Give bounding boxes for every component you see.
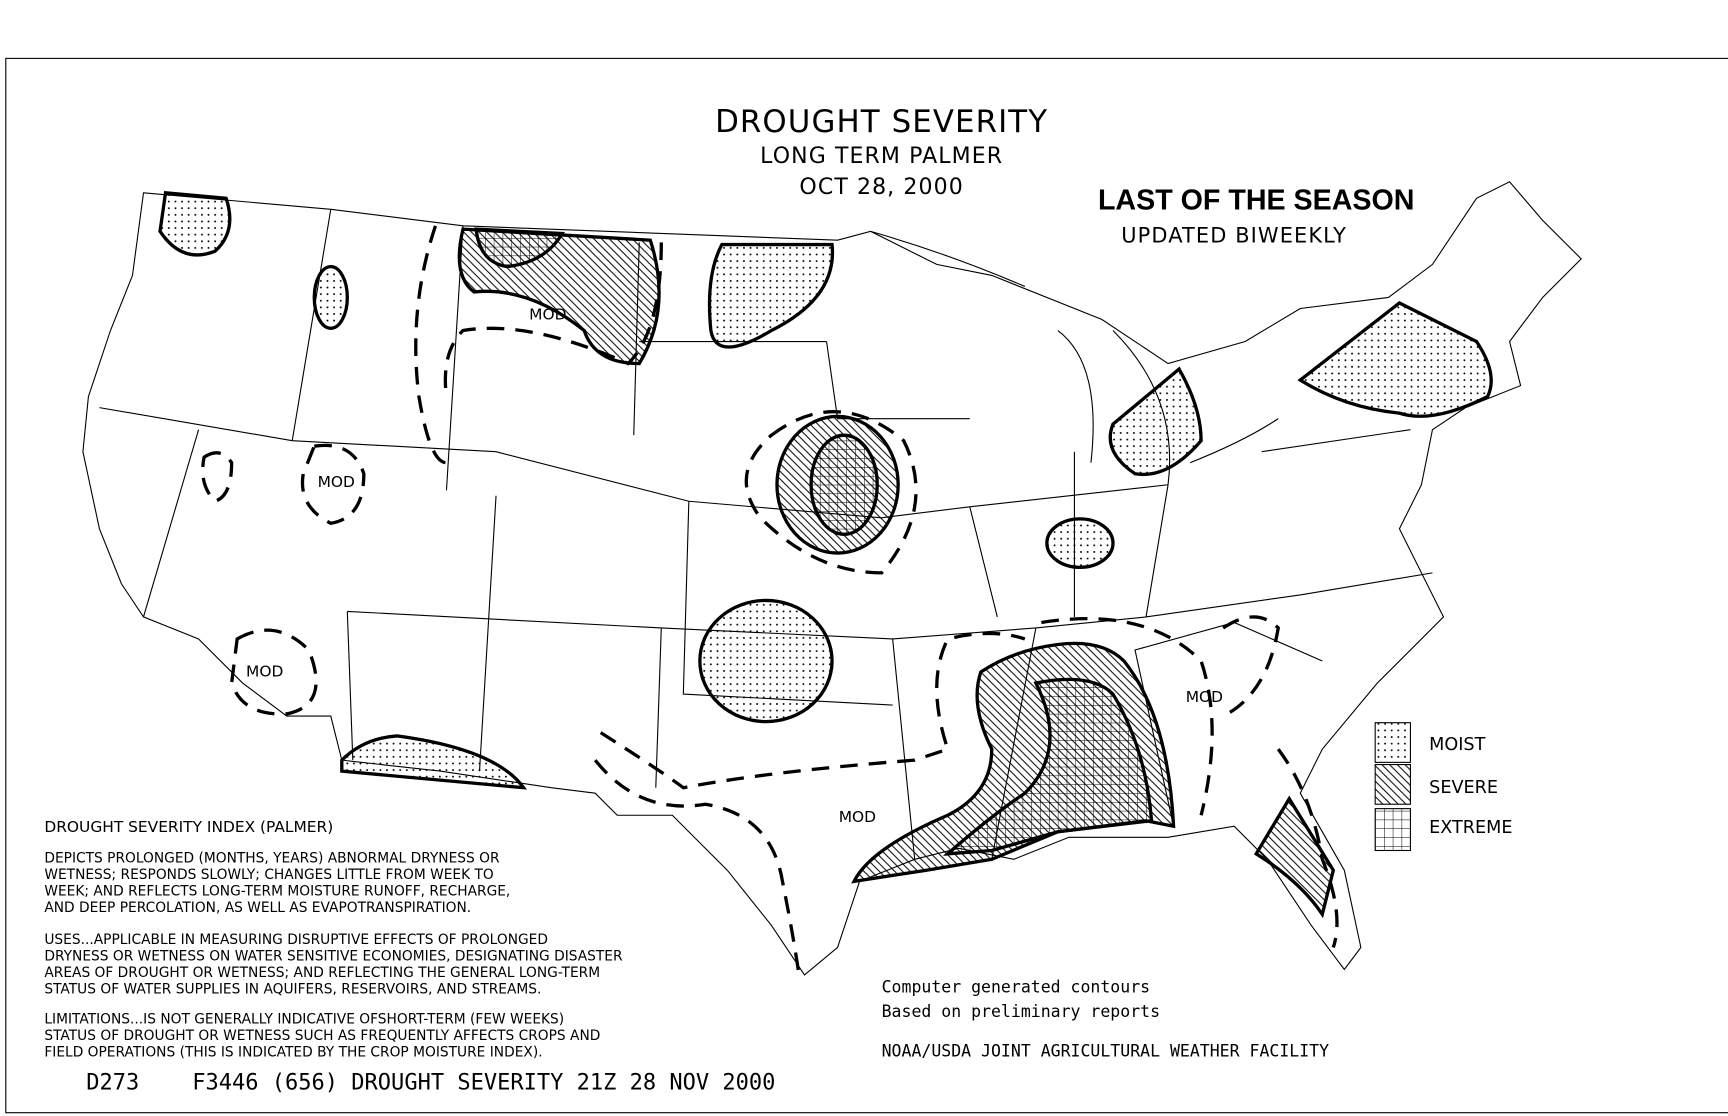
drought-zone <box>340 734 528 790</box>
note-line: AREAS OF DROUGHT OR WETNESS; AND REFLECT… <box>44 965 600 981</box>
legend-label: SEVERE <box>1429 778 1498 798</box>
us-outline <box>82 181 1582 976</box>
mod-contour <box>229 628 318 716</box>
mod-contour <box>593 631 1026 976</box>
note-line: FIELD OPERATIONS (THIS IS INDICATED BY T… <box>44 1045 542 1061</box>
note-line: LIMITATIONS...IS NOT GENERALLY INDICATIV… <box>44 1011 564 1027</box>
banner-subline: UPDATED BIWEEKLY <box>1121 223 1347 247</box>
notes-heading: DROUGHT SEVERITY INDEX (PALMER) <box>44 818 333 836</box>
drought-zone <box>707 242 835 349</box>
moderate-contours <box>201 225 1339 976</box>
legend-swatch <box>1374 764 1411 805</box>
drought-zones <box>158 191 1493 919</box>
map-line <box>82 181 1582 976</box>
mod-contour <box>414 225 663 465</box>
region-label: MOD <box>529 305 566 323</box>
footer: D273 F3446 (656) DROUGHT SEVERITY 21Z 28… <box>86 1071 775 1096</box>
legend-swatch <box>1374 722 1411 763</box>
drought-zone <box>1108 366 1203 477</box>
notes: DROUGHT SEVERITY INDEX (PALMER) DEPICTS … <box>44 818 623 1061</box>
drought-zone <box>809 433 879 536</box>
note-line: WETNESS; RESPONDS SLOWLY; CHANGES LITTLE… <box>44 867 494 883</box>
note-line: USES...APPLICABLE IN MEASURING DISRUPTIV… <box>44 932 548 948</box>
title-line: OCT 28, 2000 <box>799 175 963 200</box>
region-label: MOD <box>246 662 283 680</box>
note-line: STATUS OF WATER SUPPLIES IN AQUIFERS, RE… <box>44 982 541 998</box>
drought-zone <box>942 677 1154 856</box>
drought-zone <box>158 191 232 257</box>
region-label: MOD <box>839 808 876 826</box>
credit-line: Based on preliminary reports <box>882 1002 1160 1021</box>
legend: MOIST SEVERE EXTREME <box>1374 722 1512 852</box>
note-line: DRYNESS OR WETNESS ON WATER SENSITIVE EC… <box>44 949 623 965</box>
mod-contour <box>201 451 234 504</box>
drought-zone <box>1297 301 1493 418</box>
credit-line: NOAA/USDA JOINT AGRICULTURAL WEATHER FAC… <box>882 1042 1330 1061</box>
drought-zone <box>312 264 349 330</box>
legend-label: MOIST <box>1429 735 1485 755</box>
legend-label: EXTREME <box>1429 818 1512 838</box>
legend-swatch <box>1374 808 1411 852</box>
drought-zone <box>1253 795 1336 919</box>
frame <box>5 57 1728 1114</box>
mod-contour <box>744 410 918 575</box>
note-line: DEPICTS PROLONGED (MONTHS, YEARS) ABNORM… <box>44 851 500 867</box>
region-label: MOD <box>1186 688 1223 706</box>
drought-zone <box>1045 517 1115 570</box>
note-line: STATUS OF DROUGHT OR WETNESS SUCH AS FRE… <box>44 1028 600 1044</box>
note-line: AND DEEP PERCOLATION, AS WELL AS EVAPOTR… <box>44 900 471 916</box>
mod-contour <box>1041 615 1339 948</box>
mod-contour <box>300 443 366 526</box>
note-line: WEEK; AND REFLECTS LONG-TERM MOISTURE RU… <box>44 884 510 900</box>
map-line <box>870 230 1279 485</box>
title-line: DROUGHT SEVERITY <box>715 104 1048 140</box>
banner-headline: LAST OF THE SEASON <box>1098 184 1414 216</box>
drought-zone <box>474 227 565 269</box>
credits: Computer generated contours Based on pre… <box>882 978 1330 1061</box>
credit-line: Computer generated contours <box>882 978 1150 997</box>
title-block: DROUGHT SEVERITY LONG TERM PALMER OCT 28… <box>715 104 1414 247</box>
region-label: MOD <box>318 473 355 491</box>
title-line: LONG TERM PALMER <box>760 144 1003 169</box>
region-labels: MOD MOD MOD MOD MOD <box>246 305 1223 825</box>
drought-zone <box>698 598 834 724</box>
